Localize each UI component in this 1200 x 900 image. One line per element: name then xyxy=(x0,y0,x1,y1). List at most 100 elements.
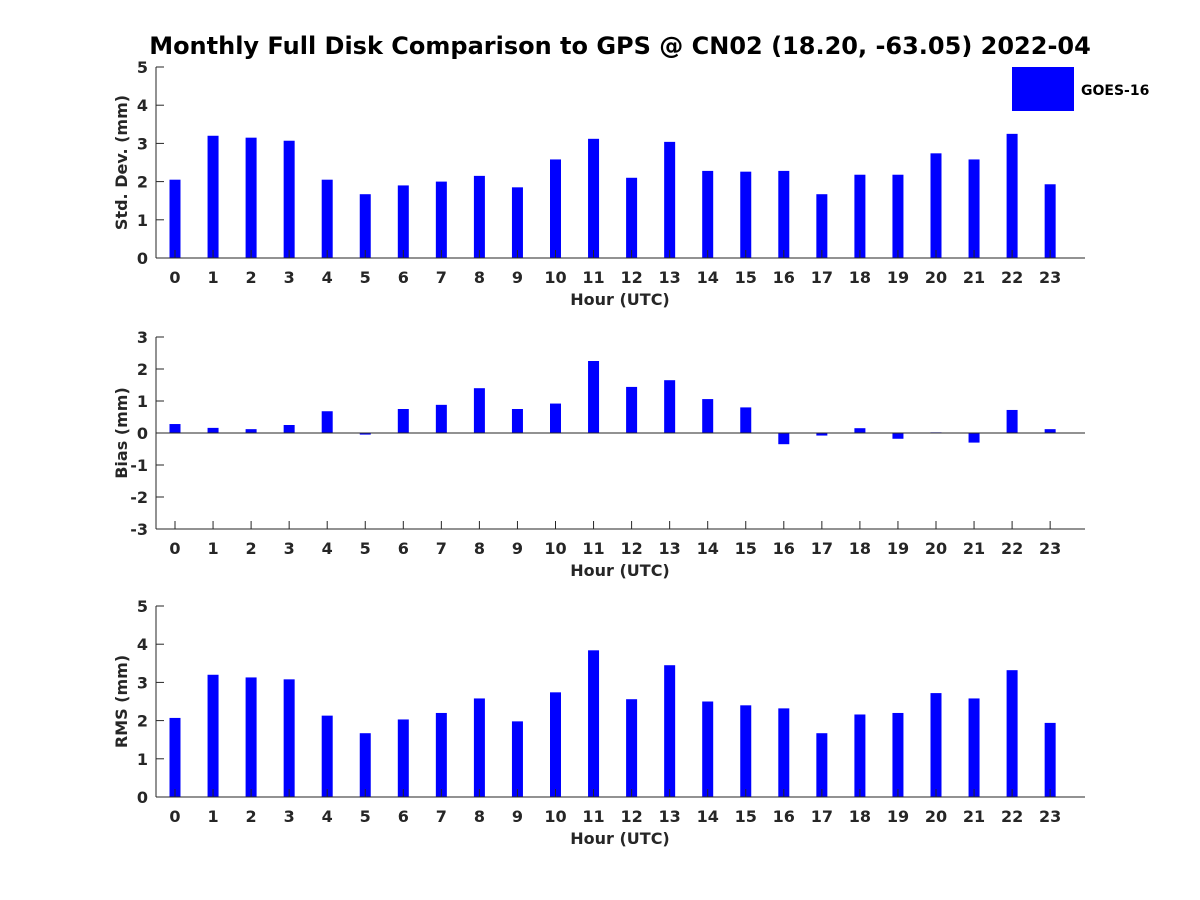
x-tick-label-std: 0 xyxy=(169,268,180,287)
bar-bias-hour-2 xyxy=(245,429,257,433)
y-tick-label-bias: 1 xyxy=(137,392,148,411)
bar-std-hour-8 xyxy=(473,175,485,258)
x-tick-label-bias: 3 xyxy=(284,539,295,558)
bar-rms-hour-19 xyxy=(892,712,904,797)
bar-std-hour-13 xyxy=(664,141,676,258)
x-tick-label-std: 21 xyxy=(963,268,985,287)
legend: GOES-16 xyxy=(1012,67,1149,111)
y-tick-label-bias: 3 xyxy=(137,328,148,347)
y-tick-label-std: 5 xyxy=(137,58,148,77)
x-tick-label-std: 15 xyxy=(735,268,757,287)
x-tick-label-bias: 21 xyxy=(963,539,985,558)
x-axis-label-std: Hour (UTC) xyxy=(570,290,670,309)
y-tick-label-bias: 2 xyxy=(137,360,148,379)
legend-swatch xyxy=(1012,67,1074,111)
x-tick-label-bias: 6 xyxy=(398,539,409,558)
bar-std-hour-6 xyxy=(397,185,409,258)
x-tick-label-rms: 3 xyxy=(284,807,295,826)
bar-bias-hour-4 xyxy=(321,411,333,433)
bar-bias-hour-7 xyxy=(435,404,447,433)
x-tick-label-rms: 9 xyxy=(512,807,523,826)
bar-rms-hour-16 xyxy=(778,708,790,797)
x-tick-label-rms: 19 xyxy=(887,807,909,826)
bar-rms-hour-17 xyxy=(816,733,828,797)
bar-rms-hour-0 xyxy=(169,717,181,797)
bar-std-hour-22 xyxy=(1006,133,1018,258)
x-tick-label-std: 23 xyxy=(1039,268,1061,287)
bar-bias-hour-16 xyxy=(778,433,790,445)
x-tick-label-rms: 2 xyxy=(246,807,257,826)
x-tick-label-rms: 6 xyxy=(398,807,409,826)
x-tick-label-std: 8 xyxy=(474,268,485,287)
bar-std-hour-9 xyxy=(511,187,523,258)
bar-bias-hour-19 xyxy=(892,433,904,439)
x-tick-label-bias: 8 xyxy=(474,539,485,558)
bar-rms-hour-3 xyxy=(283,679,295,797)
x-tick-label-rms: 23 xyxy=(1039,807,1061,826)
x-tick-label-std: 18 xyxy=(849,268,871,287)
x-tick-label-bias: 4 xyxy=(322,539,333,558)
y-tick-label-rms: 4 xyxy=(137,635,148,654)
x-tick-label-bias: 1 xyxy=(207,539,218,558)
bar-bias-hour-3 xyxy=(283,425,295,433)
bar-rms-hour-11 xyxy=(588,650,600,797)
x-tick-label-bias: 11 xyxy=(582,539,604,558)
x-tick-label-std: 16 xyxy=(773,268,795,287)
bar-bias-hour-21 xyxy=(968,433,980,443)
bar-std-hour-18 xyxy=(854,174,866,258)
bar-std-hour-3 xyxy=(283,140,295,258)
x-tick-label-bias: 15 xyxy=(735,539,757,558)
x-tick-label-rms: 10 xyxy=(544,807,566,826)
y-tick-label-rms: 5 xyxy=(137,597,148,616)
x-tick-label-std: 11 xyxy=(582,268,604,287)
bar-rms-hour-13 xyxy=(664,665,676,797)
bar-rms-hour-23 xyxy=(1044,722,1056,797)
bar-bias-hour-12 xyxy=(626,386,638,433)
bar-rms-hour-14 xyxy=(702,701,714,797)
bar-bias-hour-18 xyxy=(854,428,866,433)
x-tick-label-std: 3 xyxy=(284,268,295,287)
y-tick-label-rms: 0 xyxy=(137,788,148,807)
x-tick-label-std: 10 xyxy=(544,268,566,287)
bar-std-hour-0 xyxy=(169,179,181,258)
bar-rms-hour-4 xyxy=(321,715,333,797)
bar-bias-hour-9 xyxy=(511,409,523,433)
x-tick-label-std: 4 xyxy=(322,268,333,287)
x-tick-label-bias: 20 xyxy=(925,539,947,558)
x-tick-label-std: 20 xyxy=(925,268,947,287)
y-axis-label-rms: RMS (mm) xyxy=(112,655,131,748)
bar-rms-hour-2 xyxy=(245,677,257,797)
x-tick-label-bias: 2 xyxy=(246,539,257,558)
y-axis-label-bias: Bias (mm) xyxy=(112,387,131,479)
y-tick-label-std: 0 xyxy=(137,249,148,268)
bar-std-hour-11 xyxy=(588,138,600,258)
bar-std-hour-5 xyxy=(359,194,371,258)
x-tick-label-rms: 5 xyxy=(360,807,371,826)
bar-rms-hour-15 xyxy=(740,705,752,797)
bar-bias-hour-13 xyxy=(664,380,676,433)
x-tick-label-bias: 13 xyxy=(659,539,681,558)
x-tick-label-bias: 22 xyxy=(1001,539,1023,558)
x-tick-label-std: 9 xyxy=(512,268,523,287)
bar-bias-hour-11 xyxy=(588,361,600,433)
x-tick-label-rms: 11 xyxy=(582,807,604,826)
x-tick-label-bias: 19 xyxy=(887,539,909,558)
bar-rms-hour-1 xyxy=(207,674,219,797)
x-axis-label-bias: Hour (UTC) xyxy=(570,561,670,580)
x-tick-label-std: 7 xyxy=(436,268,447,287)
bar-bias-hour-10 xyxy=(550,403,561,433)
x-tick-label-bias: 23 xyxy=(1039,539,1061,558)
bar-bias-hour-6 xyxy=(397,409,409,433)
bar-rms-hour-12 xyxy=(626,699,638,797)
bar-bias-hour-8 xyxy=(473,388,485,433)
bar-std-hour-20 xyxy=(930,153,942,258)
x-axis-label-rms: Hour (UTC) xyxy=(570,829,670,848)
x-tick-label-bias: 0 xyxy=(169,539,180,558)
chart-title: Monthly Full Disk Comparison to GPS @ CN… xyxy=(149,32,1091,60)
x-tick-label-std: 2 xyxy=(246,268,257,287)
bar-rms-hour-9 xyxy=(511,721,523,797)
bar-std-hour-7 xyxy=(435,181,447,258)
